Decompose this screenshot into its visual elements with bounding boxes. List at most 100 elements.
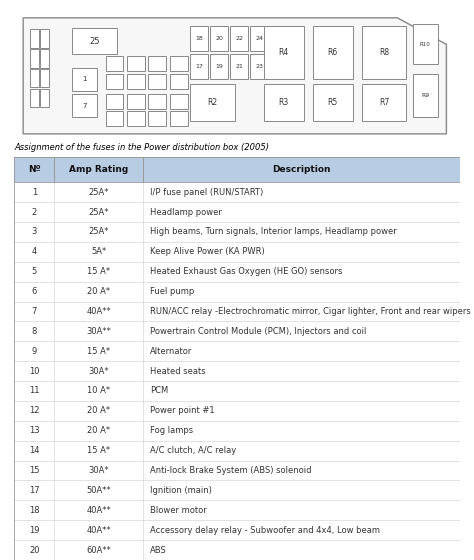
Text: 9: 9: [32, 347, 37, 356]
Text: Ignition (main): Ignition (main): [150, 486, 212, 495]
Text: Keep Alive Power (KA PWR): Keep Alive Power (KA PWR): [150, 248, 265, 256]
Text: 19: 19: [215, 64, 223, 69]
FancyBboxPatch shape: [14, 222, 460, 242]
Text: ABS: ABS: [150, 545, 167, 554]
FancyBboxPatch shape: [127, 94, 145, 109]
FancyBboxPatch shape: [106, 111, 123, 125]
Text: 20 A*: 20 A*: [87, 287, 110, 296]
Text: 2: 2: [32, 208, 37, 217]
Text: 50A**: 50A**: [86, 486, 111, 495]
FancyBboxPatch shape: [72, 94, 97, 117]
FancyBboxPatch shape: [148, 56, 166, 71]
FancyBboxPatch shape: [413, 74, 438, 117]
FancyBboxPatch shape: [313, 84, 353, 120]
FancyBboxPatch shape: [148, 74, 166, 89]
Text: 30A*: 30A*: [89, 466, 109, 475]
FancyBboxPatch shape: [14, 157, 55, 182]
FancyBboxPatch shape: [413, 25, 438, 64]
FancyBboxPatch shape: [40, 30, 49, 48]
FancyBboxPatch shape: [127, 111, 145, 125]
Text: Headlamp power: Headlamp power: [150, 208, 222, 217]
Text: 20 A*: 20 A*: [87, 426, 110, 435]
Text: 25A*: 25A*: [89, 188, 109, 197]
FancyBboxPatch shape: [14, 321, 460, 341]
Text: Alternator: Alternator: [150, 347, 192, 356]
Text: 3: 3: [32, 227, 37, 236]
Text: R5: R5: [328, 98, 338, 107]
Text: High beams, Turn signals, Interior lamps, Headlamp power: High beams, Turn signals, Interior lamps…: [150, 227, 397, 236]
Text: 22: 22: [235, 36, 243, 41]
Text: Description: Description: [273, 165, 331, 174]
FancyBboxPatch shape: [14, 460, 460, 480]
Text: 25: 25: [89, 36, 100, 45]
FancyBboxPatch shape: [72, 28, 117, 54]
FancyBboxPatch shape: [14, 401, 460, 421]
FancyBboxPatch shape: [210, 54, 228, 79]
FancyBboxPatch shape: [106, 74, 123, 89]
Text: Amp Rating: Amp Rating: [69, 165, 128, 174]
FancyBboxPatch shape: [230, 54, 248, 79]
Text: 20: 20: [215, 36, 223, 41]
FancyBboxPatch shape: [30, 89, 39, 108]
Text: 1: 1: [32, 188, 37, 197]
FancyBboxPatch shape: [14, 480, 460, 500]
FancyBboxPatch shape: [250, 54, 268, 79]
FancyBboxPatch shape: [55, 157, 144, 182]
FancyBboxPatch shape: [14, 381, 460, 401]
FancyBboxPatch shape: [127, 74, 145, 89]
FancyBboxPatch shape: [14, 262, 460, 282]
FancyBboxPatch shape: [210, 26, 228, 51]
FancyBboxPatch shape: [14, 341, 460, 361]
Text: Power point #1: Power point #1: [150, 407, 215, 416]
FancyBboxPatch shape: [230, 26, 248, 51]
Text: 6: 6: [32, 287, 37, 296]
Text: 11: 11: [29, 386, 39, 395]
Text: 4: 4: [32, 248, 37, 256]
Text: Heated seats: Heated seats: [150, 367, 206, 376]
Text: 7: 7: [82, 102, 87, 109]
FancyBboxPatch shape: [170, 111, 188, 125]
FancyBboxPatch shape: [14, 301, 460, 321]
Text: 8: 8: [32, 327, 37, 336]
Text: R4: R4: [279, 48, 289, 57]
Text: 19: 19: [29, 526, 39, 535]
Text: 40A**: 40A**: [86, 307, 111, 316]
Text: 15: 15: [29, 466, 39, 475]
Text: 15 A*: 15 A*: [87, 446, 110, 455]
Text: Powertrain Control Module (PCM), Injectors and coil: Powertrain Control Module (PCM), Injecto…: [150, 327, 366, 336]
FancyBboxPatch shape: [14, 540, 460, 560]
Text: 21: 21: [235, 64, 243, 69]
Text: 30A*: 30A*: [89, 367, 109, 376]
Text: 30A**: 30A**: [86, 327, 111, 336]
Text: 20 A*: 20 A*: [87, 407, 110, 416]
FancyBboxPatch shape: [14, 202, 460, 222]
FancyBboxPatch shape: [264, 84, 304, 120]
Text: Fuel pump: Fuel pump: [150, 287, 194, 296]
Text: Assignment of the fuses in the Power distribution box (2005): Assignment of the fuses in the Power dis…: [14, 142, 269, 152]
Text: 13: 13: [29, 426, 40, 435]
FancyBboxPatch shape: [190, 54, 208, 79]
FancyBboxPatch shape: [14, 361, 460, 381]
FancyBboxPatch shape: [30, 69, 39, 87]
FancyBboxPatch shape: [362, 84, 406, 120]
Polygon shape: [23, 18, 447, 134]
FancyBboxPatch shape: [144, 157, 460, 182]
Text: 23: 23: [255, 64, 263, 69]
Text: 60A**: 60A**: [86, 545, 111, 554]
Text: 17: 17: [29, 486, 40, 495]
FancyBboxPatch shape: [127, 56, 145, 71]
Text: 14: 14: [29, 446, 39, 455]
Text: R6: R6: [328, 48, 338, 57]
Text: R3: R3: [279, 98, 289, 107]
FancyBboxPatch shape: [148, 111, 166, 125]
FancyBboxPatch shape: [72, 68, 97, 91]
FancyBboxPatch shape: [250, 26, 268, 51]
Text: 25A*: 25A*: [89, 227, 109, 236]
Text: RUN/ACC relay -Electrochromatic mirror, Cigar lighter, Front and rear wipers: RUN/ACC relay -Electrochromatic mirror, …: [150, 307, 471, 316]
FancyBboxPatch shape: [362, 26, 406, 79]
FancyBboxPatch shape: [40, 49, 49, 68]
Text: 18: 18: [195, 36, 203, 41]
Text: Heated Exhaust Gas Oxygen (HE GO) sensors: Heated Exhaust Gas Oxygen (HE GO) sensor…: [150, 267, 343, 276]
FancyBboxPatch shape: [14, 441, 460, 460]
FancyBboxPatch shape: [148, 94, 166, 109]
